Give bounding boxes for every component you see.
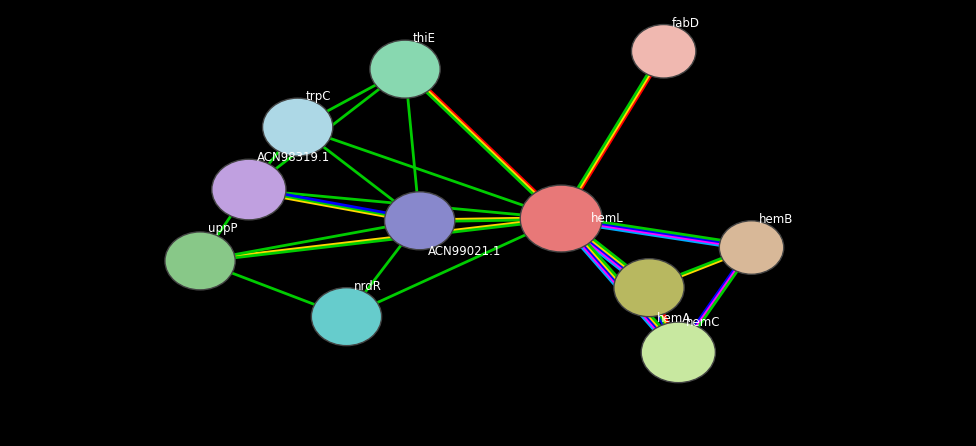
Text: hemA: hemA [657, 312, 691, 326]
Ellipse shape [385, 192, 455, 250]
Ellipse shape [631, 25, 696, 78]
Text: nrdR: nrdR [354, 280, 383, 293]
Ellipse shape [520, 185, 602, 252]
Ellipse shape [614, 259, 684, 317]
Text: ACN98319.1: ACN98319.1 [257, 151, 330, 164]
Ellipse shape [311, 288, 382, 346]
Ellipse shape [719, 221, 784, 274]
Text: thiE: thiE [413, 32, 436, 45]
Text: uppP: uppP [208, 222, 237, 235]
Ellipse shape [263, 98, 333, 156]
Text: fabD: fabD [671, 17, 700, 30]
Text: hemB: hemB [759, 213, 793, 227]
Text: trpC: trpC [305, 90, 331, 103]
Ellipse shape [212, 159, 286, 220]
Text: hemL: hemL [590, 212, 624, 225]
Text: hemC: hemC [686, 315, 720, 329]
Text: ACN99021.1: ACN99021.1 [427, 245, 501, 259]
Ellipse shape [370, 40, 440, 98]
Ellipse shape [165, 232, 235, 290]
Ellipse shape [641, 322, 715, 383]
